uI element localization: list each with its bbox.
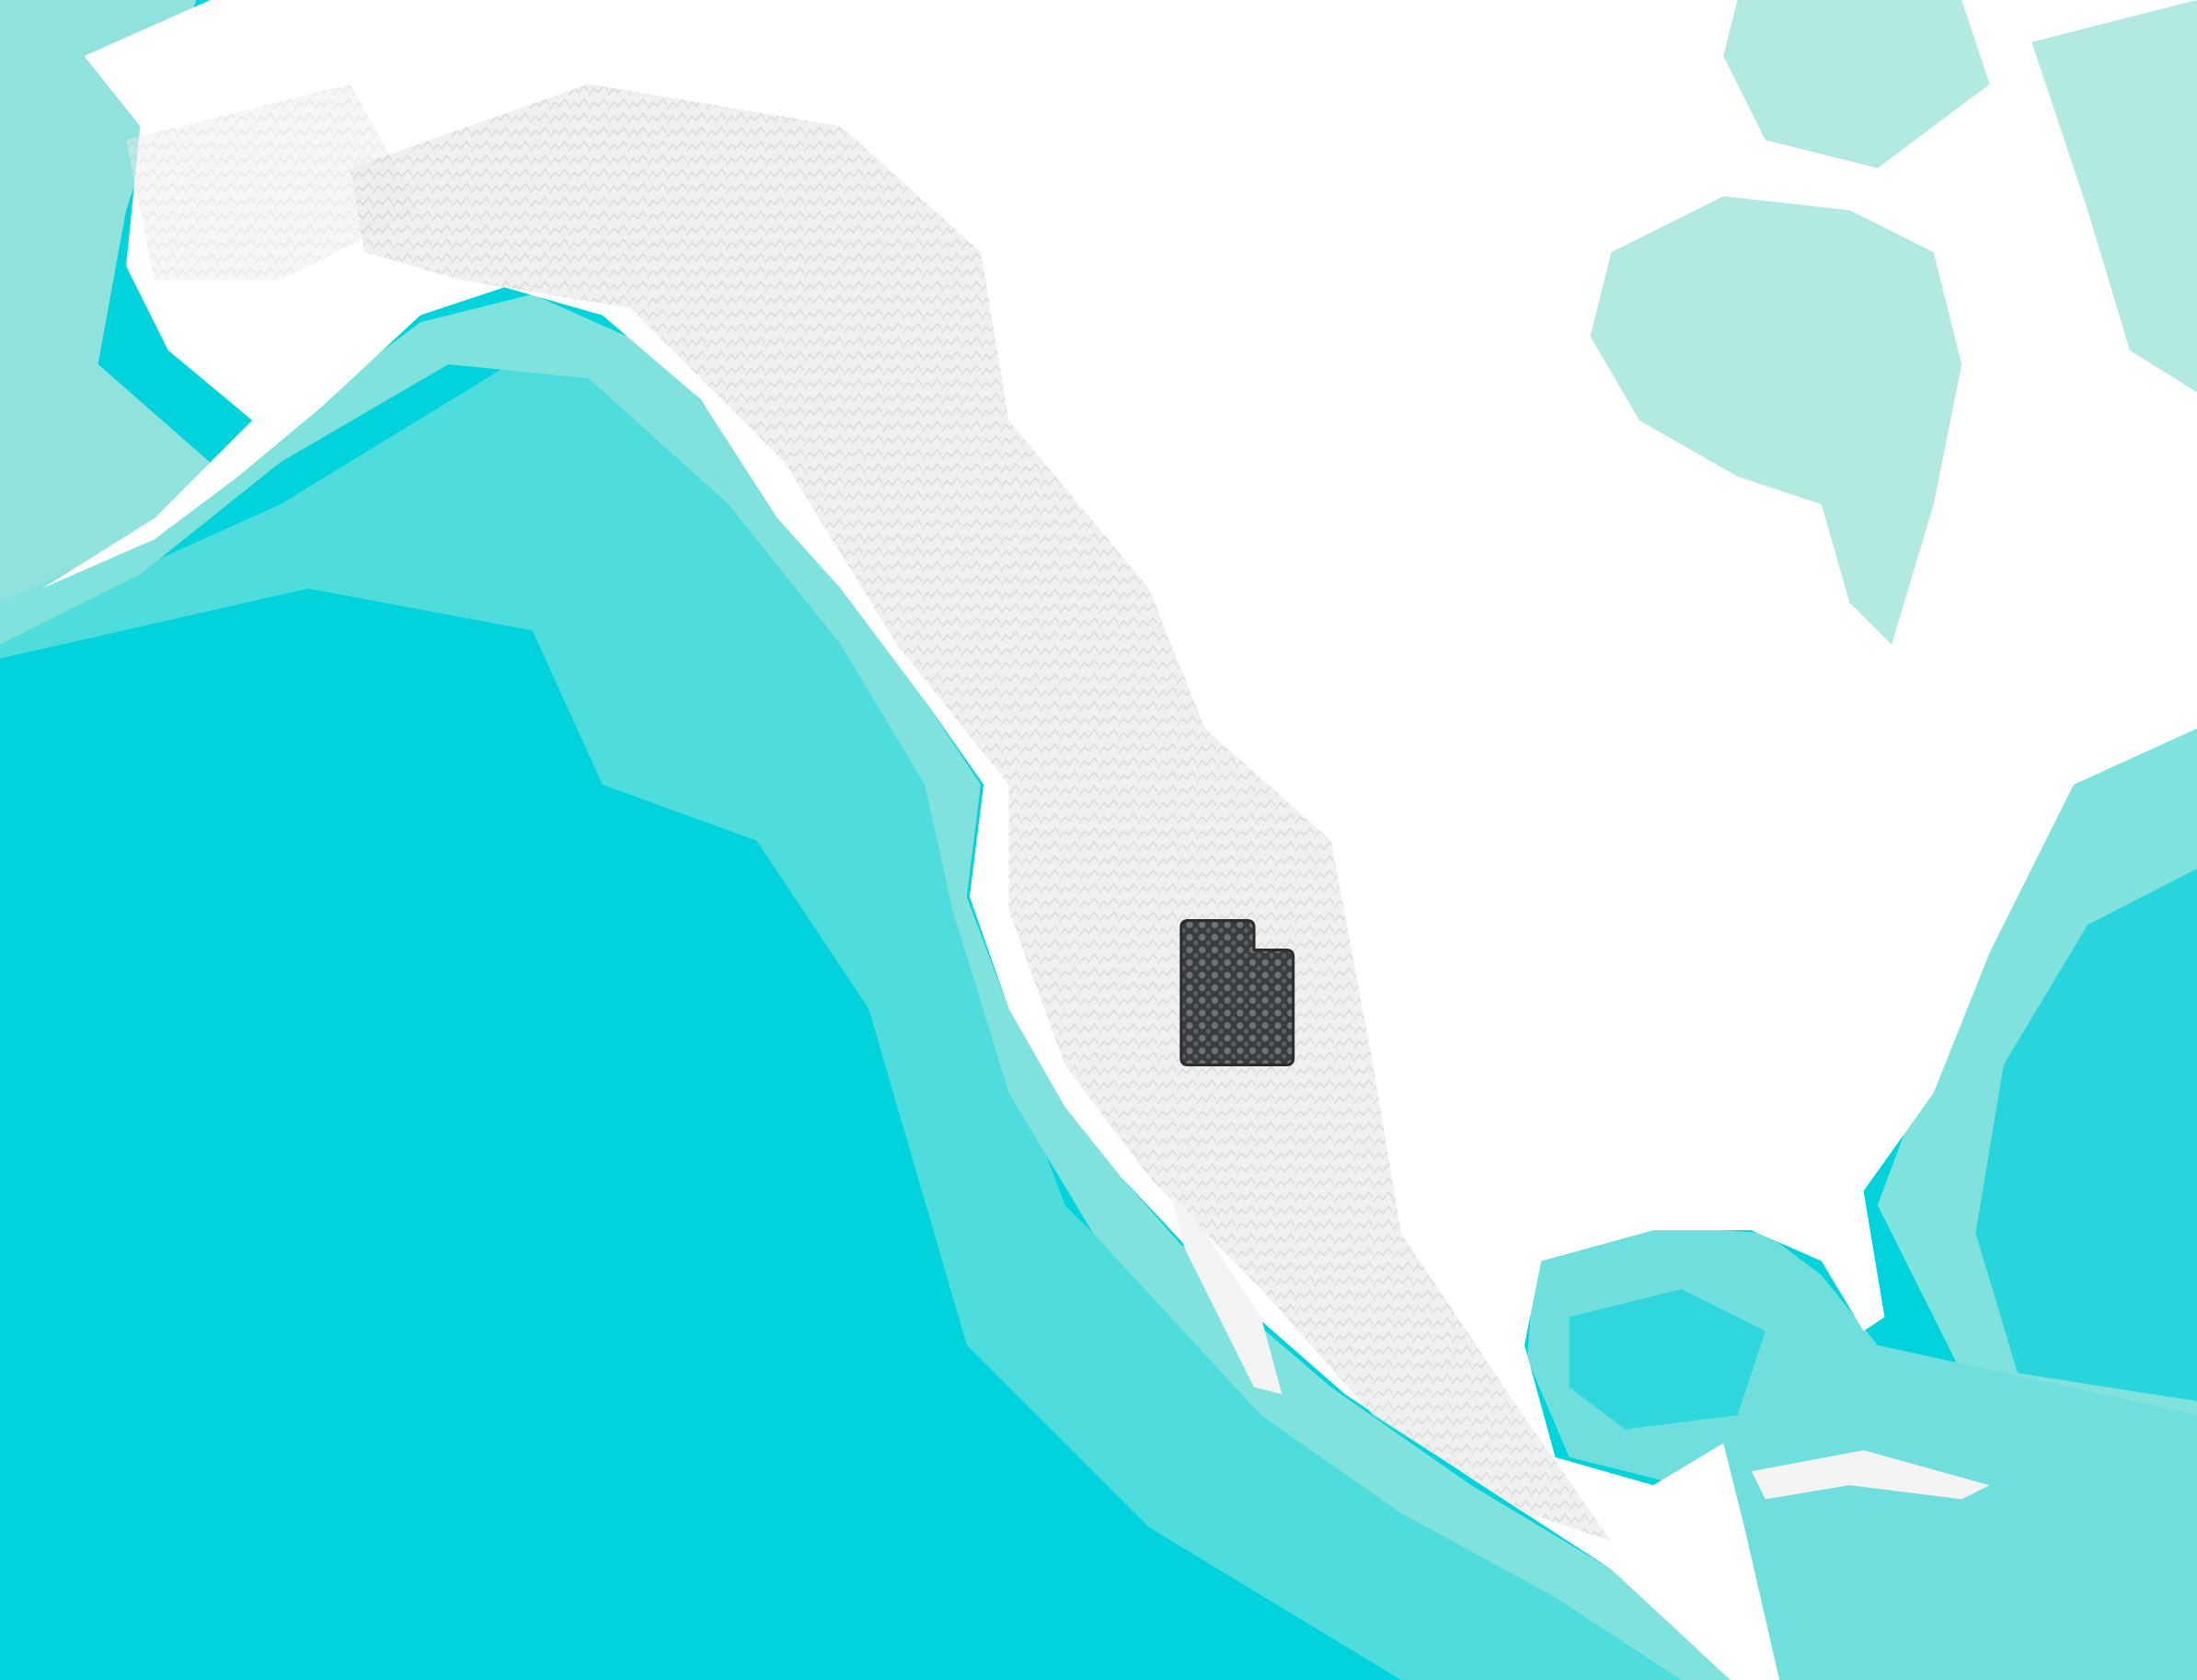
continental-shelf [1877,728,2197,1457]
mountains [126,84,420,281]
continental-shelf [0,293,1738,1680]
highlighted-region [1179,919,1295,1066]
mountains [350,84,1612,1542]
strait [2031,0,2197,393]
ocean-slope [0,350,1752,1680]
peninsula [1169,1191,1283,1395]
island [1751,1450,1990,1500]
continental-shelf [0,0,211,617]
gulf-deep [1569,1289,1766,1430]
strait [1723,0,1990,168]
bay [1590,196,1962,645]
